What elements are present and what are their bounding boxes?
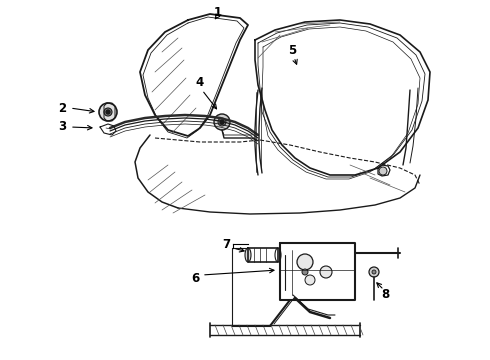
Text: 2: 2 xyxy=(58,102,66,114)
Text: 6: 6 xyxy=(191,271,199,284)
Circle shape xyxy=(106,110,110,114)
Circle shape xyxy=(372,270,376,274)
Circle shape xyxy=(302,269,308,275)
Text: 7: 7 xyxy=(222,238,230,251)
Circle shape xyxy=(297,254,313,270)
Text: 5: 5 xyxy=(288,44,296,57)
Circle shape xyxy=(320,266,332,278)
Circle shape xyxy=(214,114,230,130)
Circle shape xyxy=(99,103,117,121)
Circle shape xyxy=(220,120,224,124)
Ellipse shape xyxy=(245,248,251,262)
Circle shape xyxy=(305,275,315,285)
Text: 4: 4 xyxy=(196,77,204,90)
Text: 8: 8 xyxy=(381,288,389,302)
Circle shape xyxy=(218,118,226,126)
Circle shape xyxy=(104,108,112,116)
Circle shape xyxy=(379,167,387,175)
Text: 3: 3 xyxy=(58,120,66,132)
Text: 1: 1 xyxy=(214,5,222,18)
Circle shape xyxy=(369,267,379,277)
